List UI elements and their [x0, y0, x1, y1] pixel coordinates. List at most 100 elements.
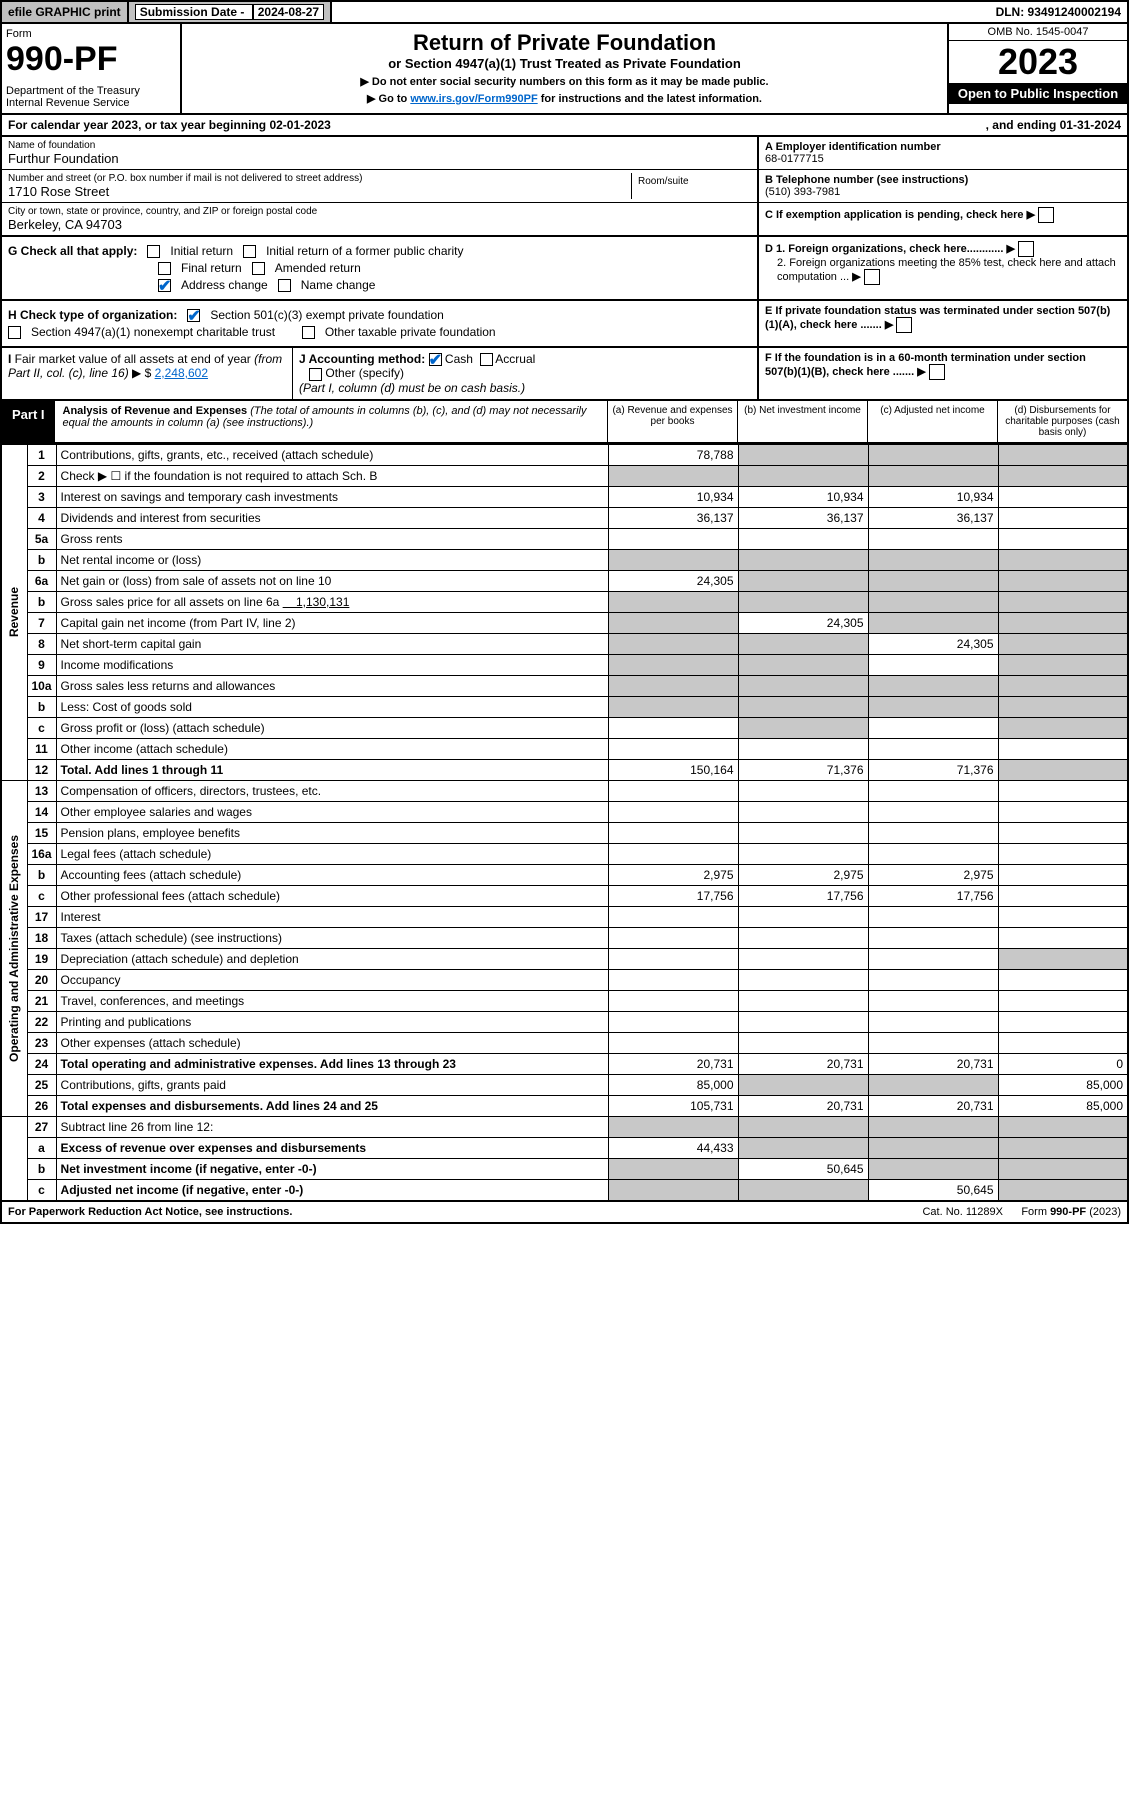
col-c [868, 654, 998, 675]
j-accrual-checkbox[interactable] [480, 353, 493, 366]
table-row: 3Interest on savings and temporary cash … [1, 486, 1128, 507]
col-c: 50,645 [868, 1179, 998, 1201]
table-row: bNet investment income (if negative, ent… [1, 1158, 1128, 1179]
note-2: ▶ Go to www.irs.gov/Form990PF for instru… [188, 92, 941, 105]
col-a [608, 990, 738, 1011]
line-num: c [27, 717, 56, 738]
col-a [608, 549, 738, 570]
line-desc: Other income (attach schedule) [56, 738, 608, 759]
col-d [998, 864, 1128, 885]
g1-lbl: Initial return [170, 244, 233, 258]
tel-val: (510) 393-7981 [765, 186, 1121, 198]
line-desc: Subtract line 26 from line 12: [56, 1116, 608, 1137]
e-checkbox[interactable] [896, 317, 912, 333]
col-c [868, 591, 998, 612]
table-row: cOther professional fees (attach schedul… [1, 885, 1128, 906]
line-desc: Net investment income (if negative, ente… [56, 1158, 608, 1179]
col-c [868, 780, 998, 801]
col-b [738, 528, 868, 549]
col-d [998, 990, 1128, 1011]
line-num: 6a [27, 570, 56, 591]
col-c: 10,934 [868, 486, 998, 507]
col-b [738, 591, 868, 612]
line-num: 3 [27, 486, 56, 507]
col-a: 24,305 [608, 570, 738, 591]
expenses-sidelabel: Operating and Administrative Expenses [1, 780, 27, 1116]
g2-checkbox[interactable] [243, 245, 256, 258]
col-d [998, 612, 1128, 633]
col-a [608, 1032, 738, 1053]
col-a [608, 927, 738, 948]
line-desc: Gross profit or (loss) (attach schedule) [56, 717, 608, 738]
col-a [608, 717, 738, 738]
line-desc: Gross rents [56, 528, 608, 549]
col-c: 17,756 [868, 885, 998, 906]
g5-checkbox[interactable] [158, 279, 171, 292]
col-c [868, 1032, 998, 1053]
col-a: 10,934 [608, 486, 738, 507]
line-num: 5a [27, 528, 56, 549]
col-d [998, 444, 1128, 465]
g3-checkbox[interactable] [158, 262, 171, 275]
d1-checkbox[interactable] [1018, 241, 1034, 257]
addr-lbl: Number and street (or P.O. box number if… [8, 173, 631, 184]
h3-lbl: Other taxable private foundation [325, 325, 496, 339]
h1-checkbox[interactable] [187, 309, 200, 322]
col-c [868, 801, 998, 822]
c-lbl: C If exemption application is pending, c… [765, 209, 1024, 221]
g6-checkbox[interactable] [278, 279, 291, 292]
line-num: b [27, 591, 56, 612]
col-a: 2,975 [608, 864, 738, 885]
subdate-val: 2024-08-27 [253, 4, 324, 20]
col-d [998, 570, 1128, 591]
col-a [608, 1116, 738, 1137]
g6-lbl: Name change [301, 278, 376, 292]
line-num: 10a [27, 675, 56, 696]
g1-checkbox[interactable] [147, 245, 160, 258]
j-other-checkbox[interactable] [309, 368, 322, 381]
line-num: c [27, 1179, 56, 1201]
h2-checkbox[interactable] [8, 326, 21, 339]
col-d [998, 1032, 1128, 1053]
irs-link[interactable]: www.irs.gov/Form990PF [410, 93, 537, 105]
h3-checkbox[interactable] [302, 326, 315, 339]
footer-mid: Cat. No. 11289X [922, 1206, 1003, 1218]
f-checkbox[interactable] [929, 364, 945, 380]
d2-checkbox[interactable] [864, 269, 880, 285]
calendar-year-row: For calendar year 2023, or tax year begi… [0, 115, 1129, 137]
col-b: 24,305 [738, 612, 868, 633]
i-j-row: I Fair market value of all assets at end… [0, 348, 1129, 401]
col-b [738, 948, 868, 969]
table-row: 15Pension plans, employee benefits [1, 822, 1128, 843]
footer-right: Form 990-PF (2023) [1021, 1206, 1121, 1218]
col-d [998, 654, 1128, 675]
col-b: 20,731 [738, 1095, 868, 1116]
note2-post: for instructions and the latest informat… [538, 93, 762, 105]
col-a [608, 696, 738, 717]
col-d [998, 927, 1128, 948]
form-word: Form [6, 28, 176, 40]
col-a: 150,164 [608, 759, 738, 780]
col-b [738, 738, 868, 759]
col-d [998, 1011, 1128, 1032]
col-b [738, 822, 868, 843]
cal-end: 01-31-2024 [1060, 118, 1121, 132]
col-d [998, 1116, 1128, 1137]
col-b [738, 717, 868, 738]
subdate-lbl: Submission Date - [135, 4, 253, 20]
room-lbl: Room/suite [631, 173, 751, 199]
g4-checkbox[interactable] [252, 262, 265, 275]
line-desc: Travel, conferences, and meetings [56, 990, 608, 1011]
j-cash-checkbox[interactable] [429, 353, 442, 366]
col-d [998, 465, 1128, 486]
line-num: 1 [27, 444, 56, 465]
hdr-center: Return of Private Foundation or Section … [182, 24, 947, 113]
line-desc: Net rental income or (loss) [56, 549, 608, 570]
col-a: 78,788 [608, 444, 738, 465]
col-a [608, 1011, 738, 1032]
c-checkbox[interactable] [1038, 207, 1054, 223]
col-b: 10,934 [738, 486, 868, 507]
j3-lbl: Other (specify) [325, 366, 404, 380]
col-a [608, 969, 738, 990]
hdr-left: Form 990-PF Department of the TreasuryIn… [2, 24, 182, 113]
